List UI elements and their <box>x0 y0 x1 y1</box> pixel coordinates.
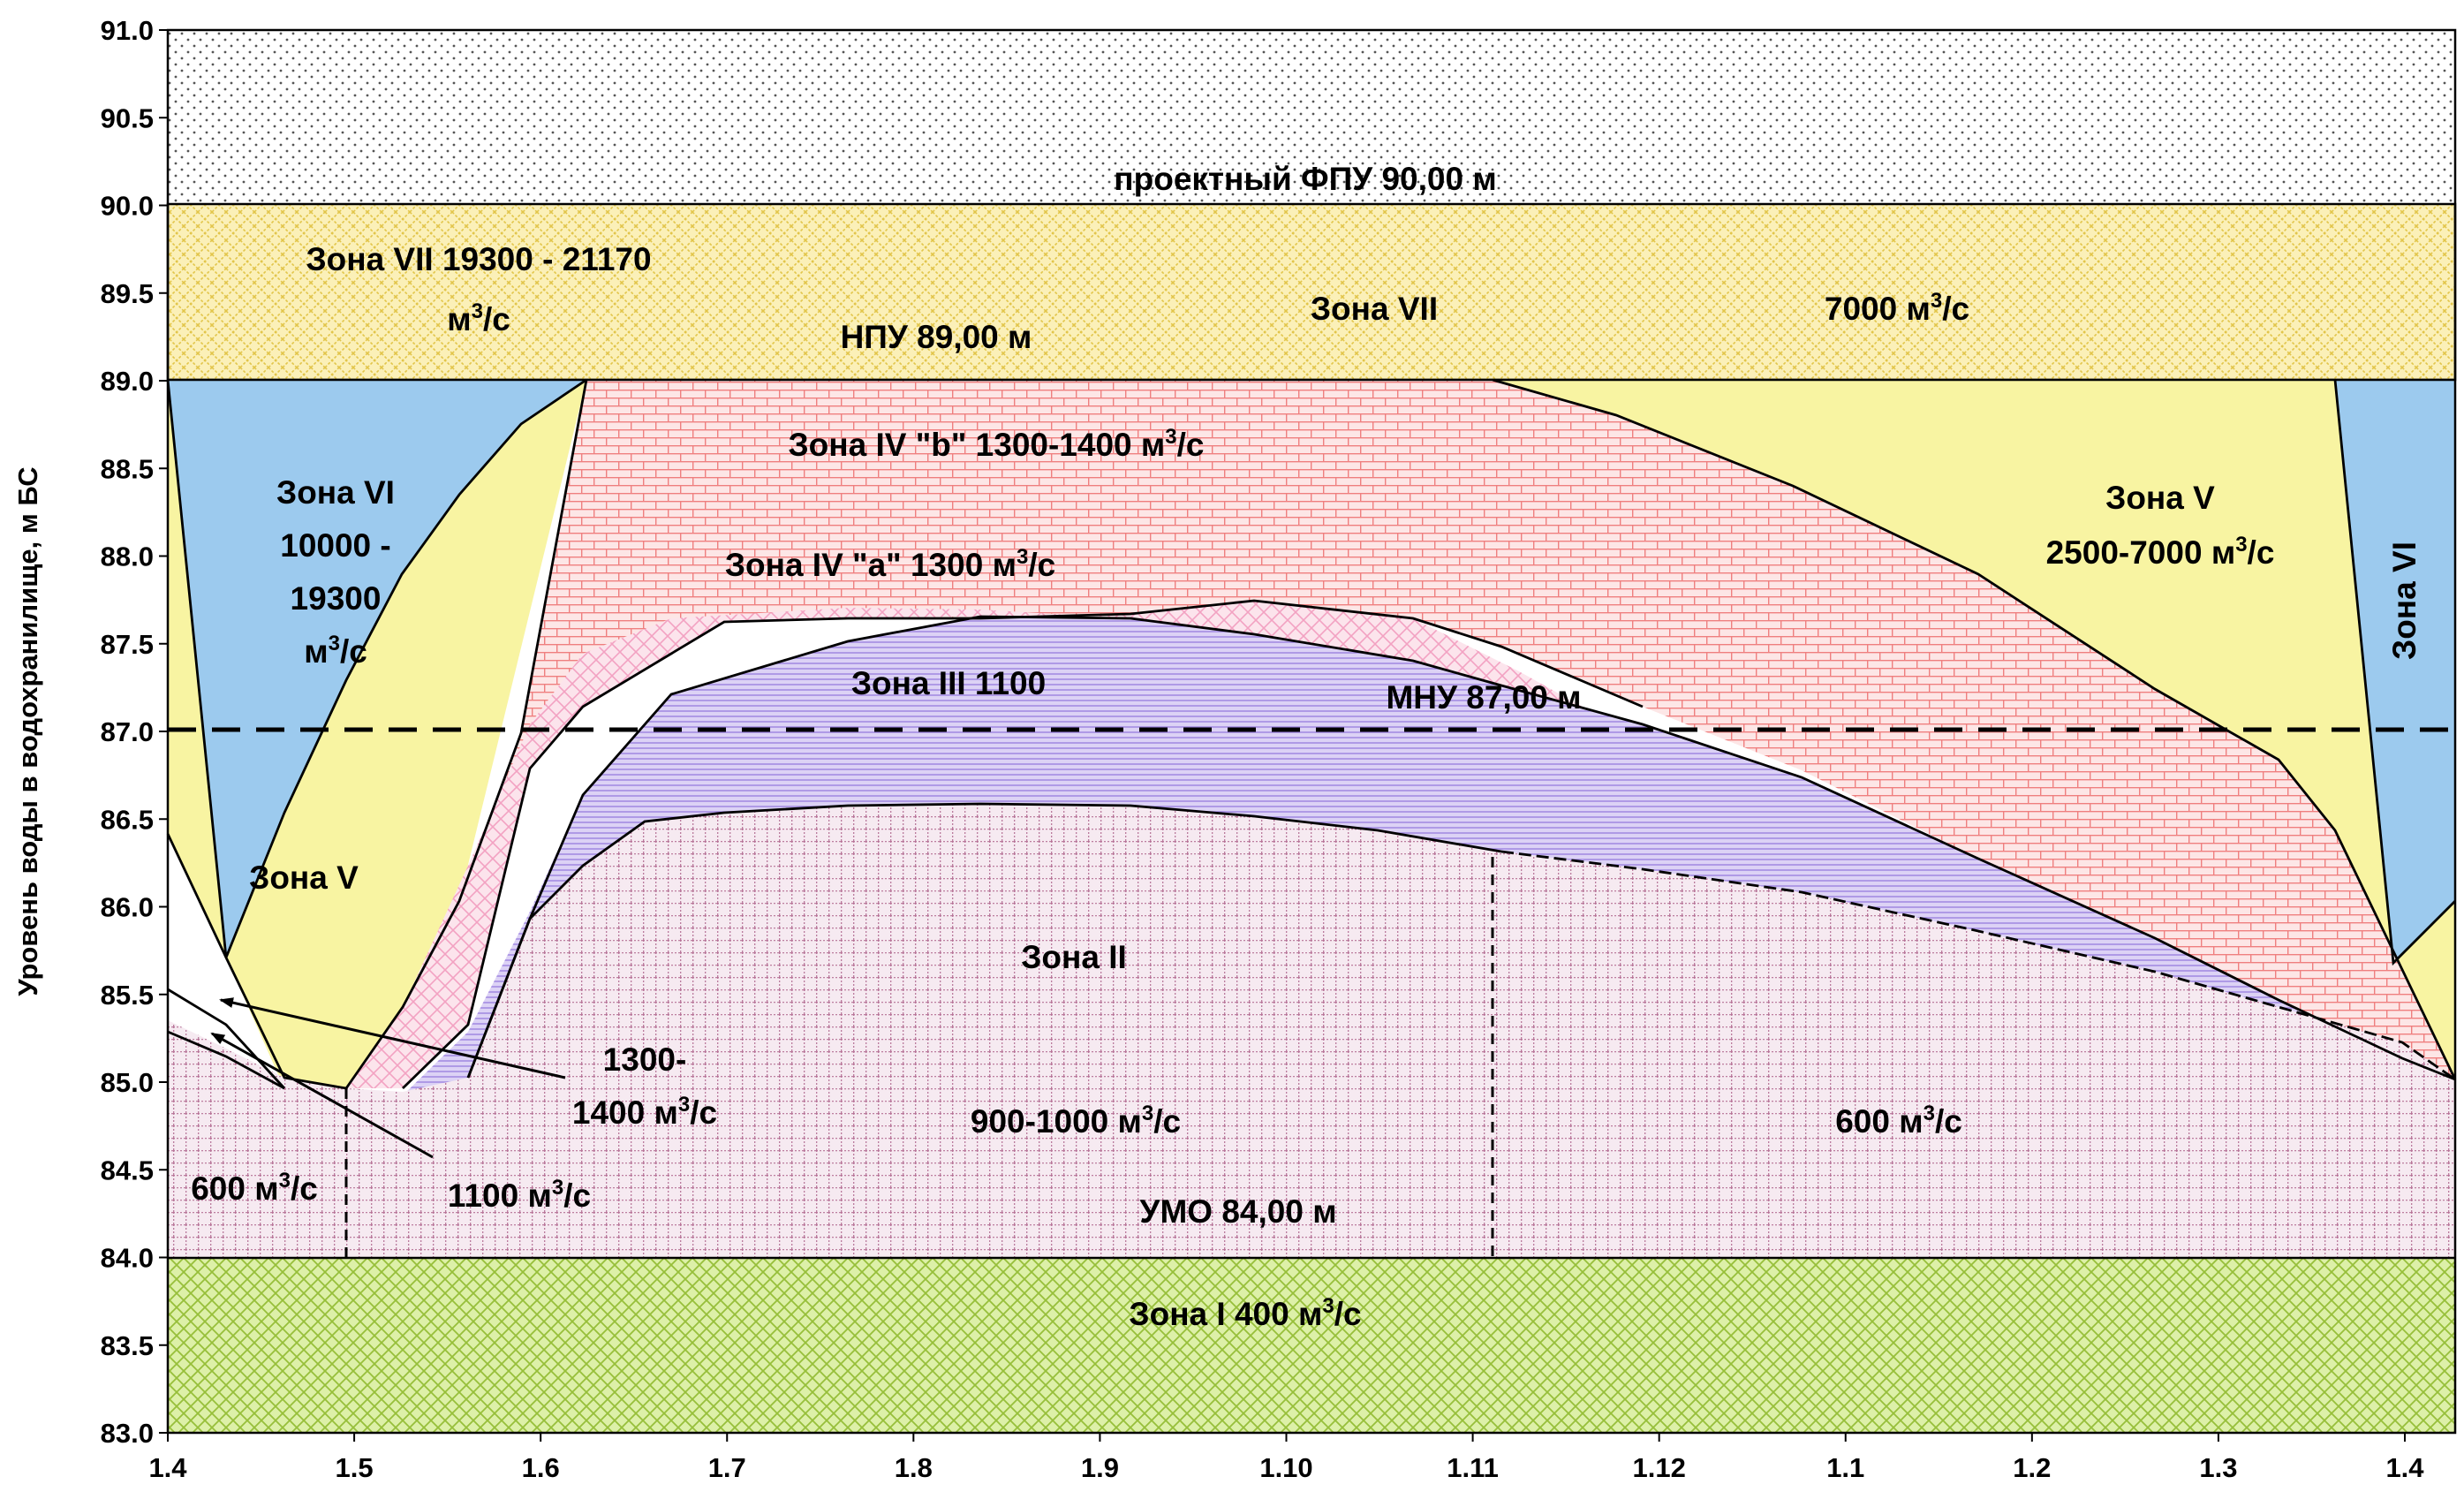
x-tick-label: 1.6 <box>522 1452 560 1483</box>
x-tick-label: 1.8 <box>895 1452 933 1483</box>
x-tick-label: 1.4 <box>2385 1452 2424 1483</box>
boundary-zone-v-left <box>166 379 588 1090</box>
x-axis: 1.4 1.5 1.6 1.7 1.8 1.9 1.10 1.11 1.12 1.1 1.2 1.3 1… <box>148 1433 2424 1483</box>
y-tick-label: 88.5 <box>101 453 154 484</box>
x-tick-label: 1.5 <box>336 1452 374 1483</box>
label-zone-vi-right: Зона VI <box>2386 541 2422 660</box>
y-tick-label: 86.5 <box>101 804 154 835</box>
label-zone-v-left: Зона V <box>249 860 359 896</box>
zone-vi-left-region <box>168 380 586 958</box>
boundary-zone-iv-b-inner <box>402 599 1644 1090</box>
y-tick-label: 85.0 <box>101 1067 154 1098</box>
boundary-zone-ii-upper-right <box>1500 850 2456 1081</box>
y-tick-label: 88.0 <box>101 541 154 572</box>
label-zone-i: Зона I 400 м3/с <box>1129 1294 1361 1332</box>
label-zone-vii-left-line1: Зона VII 19300 - 21170 <box>306 241 651 277</box>
label-mnu: МНУ 87,00 м <box>1386 679 1581 716</box>
x-tick-label: 1.9 <box>1081 1452 1119 1483</box>
arrow-1100 <box>210 1032 434 1159</box>
label-ann-1100: 1100 м3/с <box>448 1176 591 1214</box>
label-zone-vi-left-2: 10000 - <box>280 527 391 564</box>
zone-iv-b-region <box>346 380 2455 1088</box>
label-zone-vi-left-3: 19300 <box>291 580 382 617</box>
label-zone-v-right-2: 2500-7000 м3/с <box>2046 533 2275 571</box>
x-tick-label: 1.7 <box>708 1452 746 1483</box>
zone-vii-band <box>166 202 2457 382</box>
x-tick-label: 1.1 <box>1826 1452 1864 1483</box>
zone-iii-region <box>403 617 2455 1095</box>
label-zone-vii-left-line2: м3/с <box>447 299 510 337</box>
label-zone-ii-right: 600 м3/с <box>1835 1102 1962 1140</box>
arrow-1300 <box>219 997 566 1079</box>
zone-boundaries <box>166 378 2457 1090</box>
label-zone-vi-left-4: м3/с <box>304 632 367 670</box>
x-tick-label: 1.4 <box>148 1452 187 1483</box>
zone-ii-region <box>168 804 2455 1258</box>
y-tick-label: 85.5 <box>101 980 154 1011</box>
label-zone-ii: Зона II <box>1021 939 1127 975</box>
y-tick-label: 84.0 <box>101 1243 154 1274</box>
zone-v-right-region <box>1493 380 2455 1079</box>
y-tick-label: 89.5 <box>101 278 154 309</box>
label-zone-iv-a: Зона IV "а" 1300 м3/с <box>725 545 1055 583</box>
y-tick-label: 83.5 <box>101 1330 154 1361</box>
x-tick-label: 1.10 <box>1259 1452 1312 1483</box>
zone-vi-right-region <box>2335 380 2455 963</box>
zone-fpu-band <box>168 30 2455 204</box>
label-zone-vii-right: 7000 м3/с <box>1825 289 1969 327</box>
label-umo: УМО 84,00 м <box>1139 1193 1336 1230</box>
label-zone-iii: Зона III 1100 <box>851 665 1046 701</box>
y-tick-label: 89.0 <box>101 366 154 397</box>
y-tick-label: 91.0 <box>101 15 154 46</box>
boundary-left-lower <box>167 988 286 1089</box>
x-tick-label: 1.2 <box>2013 1452 2051 1483</box>
y-tick-label: 90.0 <box>101 191 154 222</box>
label-zone-vi-left-1: Зона VI <box>276 474 395 511</box>
x-tick-label: 1.3 <box>2199 1452 2237 1483</box>
y-tick-label: 87.5 <box>101 629 154 660</box>
y-axis-label: Уровень воды в водохранилище, м БС <box>12 466 43 996</box>
boundary-zone-v-right <box>1492 378 2457 1080</box>
y-axis: 83.0 83.5 84.0 84.5 85.0 85.5 86.0 86.5 87.0 87.5… <box>101 15 168 1449</box>
label-zone-iv-b: Зона IV "b" 1300-1400 м3/с <box>788 425 1204 463</box>
y-tick-label: 86.0 <box>101 892 154 923</box>
y-tick-label: 90.5 <box>101 102 154 133</box>
x-tick-label: 1.12 <box>1632 1452 1685 1483</box>
label-ann-1300-line2: 1400 м3/с <box>572 1093 717 1131</box>
boundary-zone-vi-left <box>166 378 587 958</box>
label-fpu: проектный ФПУ 90,00 м <box>1114 161 1496 197</box>
label-npu: НПУ 89,00 м <box>841 319 1032 355</box>
boundary-zone-iii-inner <box>466 802 1502 1079</box>
label-zone-vii-mid: Зона VII <box>1311 291 1438 327</box>
zone-i-band <box>168 1258 2455 1433</box>
label-zone-ii-left: 600 м3/с <box>191 1169 318 1207</box>
y-tick-label: 83.0 <box>101 1418 154 1449</box>
label-zone-v-right-1: Зона V <box>2105 480 2215 516</box>
boundary-left-bottom <box>167 1030 285 1090</box>
label-zone-ii-mid: 900-1000 м3/с <box>971 1102 1181 1140</box>
boundary-zone-iv-a-inner <box>466 615 2456 1081</box>
y-tick-label: 87.0 <box>101 716 154 747</box>
x-tick-label: 1.11 <box>1447 1452 1499 1483</box>
boundary-zone-vi-right <box>2333 379 2456 966</box>
y-tick-label: 84.5 <box>101 1155 154 1185</box>
label-ann-1300-line1: 1300- <box>603 1041 687 1078</box>
